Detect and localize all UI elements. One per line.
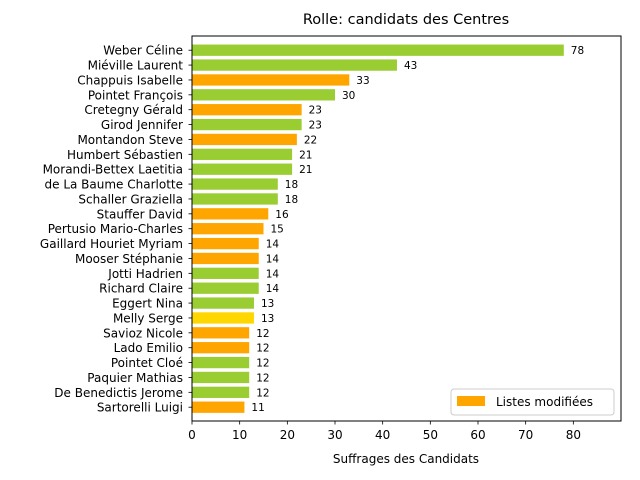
x-tick-label: 20 [280, 428, 295, 442]
y-tick-label: Schaller Graziella [78, 192, 183, 206]
bar-value-label: 14 [266, 283, 280, 295]
x-axis-title: Suffrages des Candidats [333, 452, 479, 466]
bar-value-label: 14 [266, 239, 280, 251]
bar-value-label: 12 [256, 358, 269, 370]
bar-10 [192, 178, 278, 190]
bar-value-label: 15 [271, 224, 284, 236]
x-tick-label: 70 [518, 428, 533, 442]
y-tick-label: Eggert Nina [112, 297, 183, 311]
bar-value-label: 23 [309, 120, 322, 132]
bar-13 [192, 223, 264, 235]
bar-19 [192, 312, 254, 324]
legend-swatch [457, 396, 485, 406]
bar-15 [192, 252, 259, 265]
bar-17 [192, 282, 259, 294]
bar-25 [192, 401, 245, 413]
bar-23 [192, 371, 250, 384]
bar-18 [192, 297, 254, 309]
y-tick-label: Pointet Cloé [111, 356, 183, 370]
bar-9 [192, 163, 293, 175]
bar-11 [192, 193, 278, 205]
bar-value-label: 23 [309, 105, 322, 117]
chart-title: Rolle: candidats des Centres [303, 12, 509, 28]
bar-value-label: 12 [256, 387, 269, 399]
y-tick-label: Gaillard Houriet Myriam [40, 237, 183, 251]
bar-value-label: 43 [404, 60, 417, 72]
y-tick-label: Sartorelli Luigi [97, 401, 183, 415]
x-tick-label: 40 [375, 428, 390, 442]
y-tick-label: Girod Jennifer [101, 118, 183, 132]
bar-value-label: 78 [571, 45, 584, 57]
y-tick-label: Pointet François [88, 88, 183, 102]
y-tick-label: Paquier Mathias [87, 371, 183, 385]
bar-value-label: 33 [356, 75, 369, 87]
legend: Listes modifiées [450, 388, 615, 416]
y-tick-label: Miéville Laurent [88, 59, 184, 73]
bar-value-label: 11 [251, 402, 264, 414]
bar-value-label: 14 [266, 253, 280, 265]
bar-5 [192, 104, 302, 116]
legend-frame [450, 388, 615, 416]
bar-2 [192, 59, 397, 71]
bar-value-label: 30 [342, 90, 355, 102]
bar-value-label: 12 [256, 328, 269, 340]
y-tick-label: Stauffer David [97, 207, 183, 221]
x-tick-label: 80 [566, 428, 581, 442]
y-tick-label: Weber Céline [103, 44, 183, 58]
y-tick-label: Melly Serge [113, 311, 183, 325]
bar-value-label: 12 [256, 372, 269, 384]
y-tick-label: Chappuis Isabelle [77, 73, 183, 87]
x-tick-label: 50 [423, 428, 438, 442]
bar-24 [192, 386, 250, 398]
y-tick-label: Mooser Stéphanie [75, 252, 183, 266]
y-tick-label: Montandon Steve [77, 133, 183, 147]
y-tick-label: Richard Claire [99, 282, 183, 296]
bar-value-label: 14 [266, 268, 280, 280]
y-tick-label: Lado Emilio [114, 341, 183, 355]
bar-16 [192, 267, 259, 279]
y-tick-label: Pertusio Mario-Charles [48, 222, 183, 236]
x-tick-label: 0 [188, 428, 196, 442]
bar-value-label: 12 [256, 343, 269, 355]
bar-value-label: 21 [299, 149, 312, 161]
bar-8 [192, 148, 293, 160]
bar-22 [192, 356, 250, 369]
bars-layer: 7843333023232221211818161514141414131312… [192, 44, 584, 414]
bar-value-label: 13 [261, 298, 274, 310]
bar-3 [192, 74, 350, 86]
y-tick-label: Humbert Sébastien [67, 148, 183, 162]
bar-7 [192, 133, 297, 146]
y-tick-label: Jotti Hadrien [107, 267, 183, 281]
x-tick-label: 10 [232, 428, 247, 442]
legend-label: Listes modifiées [496, 395, 593, 409]
x-axis: 0 10 20 30 40 50 60 70 80 [188, 421, 581, 442]
bar-4 [192, 89, 335, 101]
bar-12 [192, 208, 269, 220]
bar-21 [192, 342, 250, 354]
y-tick-label: de La Baume Charlotte [45, 178, 184, 192]
bar-14 [192, 237, 259, 250]
y-tick-label: Savioz Nicole [103, 326, 183, 340]
bar-value-label: 22 [304, 134, 317, 146]
bar-value-label: 18 [285, 179, 298, 191]
bar-6 [192, 118, 302, 131]
bar-value-label: 18 [285, 194, 298, 206]
bar-value-label: 13 [261, 313, 274, 325]
bar-value-label: 16 [275, 209, 289, 221]
y-tick-label: Cretegny Gérald [84, 103, 183, 117]
bar-value-label: 21 [299, 164, 312, 176]
y-tick-label: Morandi-Bettex Laetitia [43, 163, 183, 177]
y-tick-label: De Benedictis Jerome [54, 386, 183, 400]
bar-20 [192, 327, 250, 339]
x-tick-label: 60 [470, 428, 485, 442]
bar-1 [192, 44, 564, 56]
x-tick-label: 30 [327, 428, 342, 442]
